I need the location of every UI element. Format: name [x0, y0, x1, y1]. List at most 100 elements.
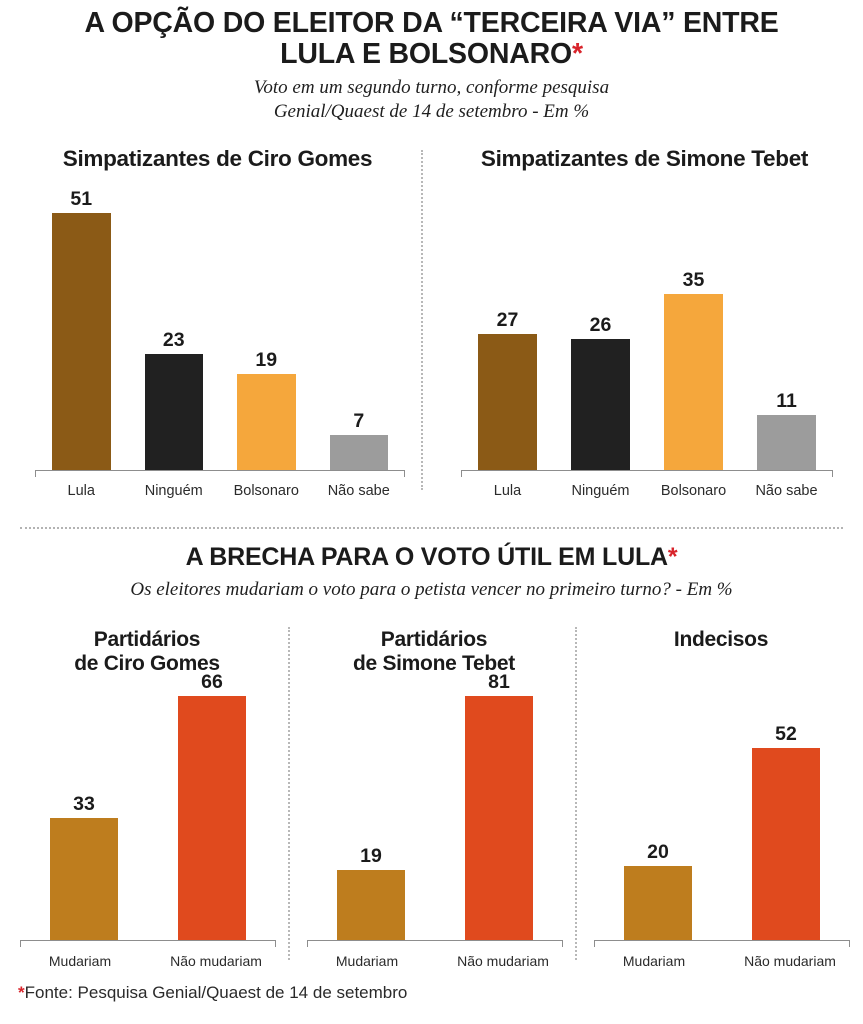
chart-tebet-segundo-turno: Simpatizantes de Simone Tebet 27 26 [446, 146, 843, 506]
category-label: Não mudariam [744, 953, 836, 969]
bar: 33 [50, 794, 118, 940]
category-label: Ninguém [144, 483, 203, 499]
section-divider [20, 527, 843, 529]
bar: 19 [237, 350, 296, 470]
chart-title: Partidários de Simone Tebet [295, 628, 573, 676]
bar: 35 [664, 270, 723, 470]
bar: 66 [178, 672, 246, 940]
bar-slot: 35 [647, 188, 740, 470]
chart-ciro-segundo-turno: Simpatizantes de Ciro Gomes 51 23 [20, 146, 415, 506]
plot-area: 19 81 [307, 672, 563, 940]
bar-slot: 81 [435, 672, 563, 940]
section1-subtitle-line2: Genial/Quaest de 14 de setembro - Em % [273, 101, 590, 122]
x-axis-line [20, 940, 276, 947]
chart-title-line2: de Simone Tebet [353, 652, 515, 675]
chart-title-line1: Partidários [93, 628, 201, 651]
category-label: Não sabe [755, 483, 818, 499]
bar-value: 66 [201, 671, 223, 693]
bar-value: 19 [255, 349, 278, 372]
bar: 20 [624, 842, 692, 940]
bar: 19 [337, 846, 405, 940]
plot-area: 33 66 [20, 672, 276, 940]
chart-indecisos: Indecisos 20 52 Mudariam [582, 628, 860, 970]
source-footnote: *Fonte: Pesquisa Genial/Quaest de 14 de … [18, 982, 407, 1003]
category-label: Bolsonaro [660, 483, 727, 499]
bar-value: 23 [162, 329, 185, 352]
bar: 81 [465, 672, 533, 940]
bar: 7 [329, 411, 388, 470]
bar-value: 26 [589, 314, 612, 337]
category-labels: Mudariam Não mudariam [586, 952, 858, 970]
bar: 51 [52, 189, 111, 470]
section2-subtitle: Os eleitores mudariam o voto para o peti… [130, 579, 733, 600]
section1-headline-text: A OPÇÃO DO ELEITOR DA “TERCEIRA VIA” ENT… [84, 7, 779, 70]
bar-slot: 7 [313, 188, 406, 470]
bar-value: 51 [70, 188, 93, 211]
bar-value: 52 [775, 722, 797, 745]
bar-group: 27 26 35 11 [461, 188, 833, 470]
bar-value: 20 [647, 841, 669, 863]
section2-headline-asterisk: * [667, 543, 678, 571]
chart-title: Simpatizantes de Simone Tebet [480, 146, 809, 171]
bar: 26 [571, 315, 630, 470]
bar-value: 81 [488, 671, 510, 693]
footer-text: Fonte: Pesquisa Genial/Quaest de 14 de s… [24, 983, 408, 1002]
bar-value: 11 [776, 389, 797, 412]
section1-subtitle-line1: Voto em um segundo turno, conforme pesqu… [253, 77, 610, 98]
bar-slot: 19 [220, 188, 313, 470]
bar-value: 7 [353, 409, 365, 432]
chart-title: Partidários de Ciro Gomes [8, 628, 286, 676]
bar-group: 51 23 19 7 [35, 188, 405, 470]
bar-slot: 66 [148, 672, 276, 940]
bar-value: 19 [360, 844, 382, 867]
bar-slot: 33 [20, 690, 148, 940]
footer-asterisk: * [18, 983, 25, 1002]
bar-slot: 52 [722, 690, 850, 940]
bar-group: 20 52 [594, 690, 850, 940]
bar-group: 33 66 [20, 672, 276, 940]
chart-title: Simpatizantes de Ciro Gomes [62, 146, 373, 171]
bar-value: 33 [73, 793, 95, 815]
section1-headline: A OPÇÃO DO ELEITOR DA “TERCEIRA VIA” ENT… [60, 8, 803, 70]
category-label: Mudariam [335, 953, 399, 969]
vertical-divider-bottom-2 [575, 627, 577, 960]
chart-partidarios-tebet: Partidários de Simone Tebet 19 81 [295, 628, 573, 970]
category-label: Mudariam [622, 953, 686, 969]
category-label: Não mudariam [170, 953, 262, 969]
vertical-divider-top [421, 150, 423, 490]
bar: 11 [757, 391, 816, 470]
chart-title-line1: Partidários [380, 628, 488, 651]
category-label: Lula [493, 483, 522, 499]
bar: 27 [478, 310, 537, 470]
section2-headline: A BRECHA PARA O VOTO ÚTIL EM LULA* [40, 543, 823, 571]
bar-group: 19 81 [307, 672, 563, 940]
vertical-divider-bottom-1 [288, 627, 290, 960]
bar-slot: 27 [461, 188, 554, 470]
category-label: Lula [67, 483, 95, 499]
category-label: Não sabe [327, 483, 390, 499]
plot-area: 27 26 35 11 [461, 188, 833, 470]
bar-slot: 19 [307, 690, 435, 940]
x-axis-line [307, 940, 563, 947]
bar-slot: 51 [35, 188, 128, 470]
bar-slot: 23 [128, 188, 221, 470]
category-labels: Lula Ninguém Bolsonaro Não sabe [461, 482, 833, 500]
x-axis-line [594, 940, 850, 947]
x-axis-line [461, 470, 833, 477]
category-label: Ninguém [571, 483, 630, 499]
section1-headline-asterisk: * [571, 38, 583, 70]
chart-partidarios-ciro: Partidários de Ciro Gomes 33 66 [8, 628, 286, 970]
plot-area: 20 52 [594, 690, 850, 940]
category-labels: Mudariam Não mudariam [299, 952, 571, 970]
category-label: Mudariam [48, 953, 112, 969]
bar-slot: 26 [554, 188, 647, 470]
bar: 52 [752, 724, 820, 940]
bar-value: 27 [496, 309, 519, 332]
plot-area: 51 23 19 7 [35, 188, 405, 470]
section2-headline-text: A BRECHA PARA O VOTO ÚTIL EM LULA [185, 543, 668, 571]
bar: 23 [144, 330, 203, 470]
category-label: Não mudariam [457, 953, 549, 969]
section1-subtitle: Voto em um segundo turno, conforme pesqu… [110, 76, 753, 124]
category-labels: Mudariam Não mudariam [12, 952, 284, 970]
